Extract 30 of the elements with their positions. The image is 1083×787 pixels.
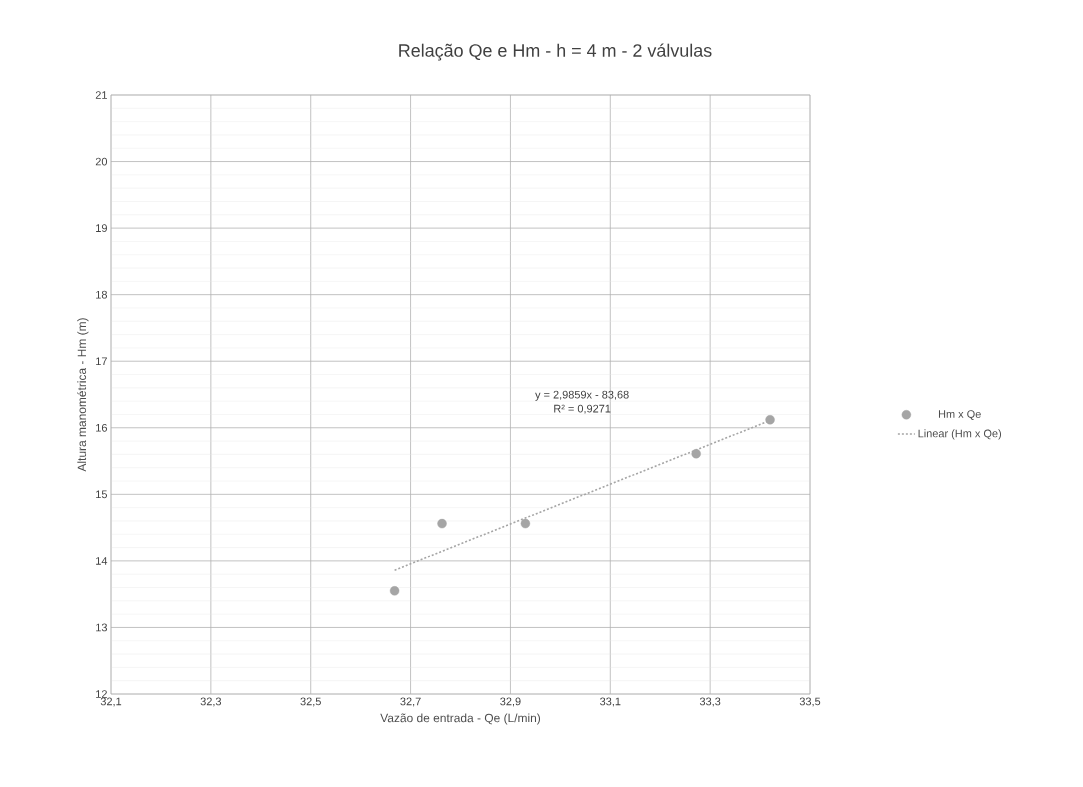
point (389, 586, 400, 596)
annotation: R² = 0,9271 (554, 404, 611, 414)
x-tick-label: 32,7 (400, 697, 421, 707)
point (520, 518, 531, 529)
x-tick-label: 33,3 (699, 697, 721, 707)
y-tick-label: 15 (96, 490, 108, 499)
x-axis-title: Vazão de entrada - Qe (L/min) (380, 713, 541, 725)
y-tick-label: 21 (95, 91, 107, 99)
y-tick-label: 17 (96, 357, 107, 365)
y-tick-label: 18 (96, 290, 107, 299)
y-axis-title: Altura manométrica - Hm (m) (77, 318, 89, 472)
point (691, 449, 701, 459)
point (437, 518, 447, 529)
x-tick-label: 32,1 (100, 697, 122, 707)
annotation: y = 2,9859x - 83,68 (535, 390, 629, 401)
point (765, 415, 775, 425)
y-tick-label: 13 (96, 623, 107, 632)
x-tick-label: 33,5 (799, 697, 821, 707)
legend-label: Linear (Hm x Qe) (918, 429, 1002, 440)
text: Hm x Qe (938, 410, 981, 420)
y-tick-label: 12 (96, 690, 107, 698)
chart-title: Relação Qe e Hm - h = 4 m - 2 válvulas (399, 43, 712, 61)
x-tick-label: 32,3 (200, 697, 222, 707)
x-tick-label: 32,5 (300, 697, 321, 707)
x-tick-label: 33,1 (600, 697, 621, 707)
y-tick-label: 16 (96, 423, 107, 432)
y-tick-label: 14 (96, 557, 108, 565)
y-tick-label: 20 (95, 157, 108, 166)
y-tick-label: 19 (96, 224, 107, 232)
x-tick-label: 32,9 (500, 697, 521, 707)
